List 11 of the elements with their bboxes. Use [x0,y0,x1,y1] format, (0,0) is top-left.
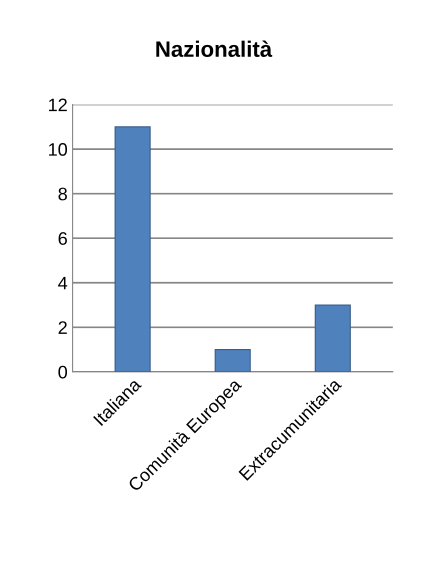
y-tick-label: 10 [49,143,68,156]
y-tick-label: 12 [49,98,67,112]
y-tick-label: 0 [58,366,68,379]
bar [214,349,251,372]
y-tick-label: 6 [58,232,67,245]
y-tick-label: 4 [58,276,68,290]
chart-title: Nazionalità [156,40,272,57]
bar [114,126,151,372]
y-tick-label: 8 [58,188,67,200]
bar [314,304,351,372]
y-tick-label: 2 [58,321,67,334]
